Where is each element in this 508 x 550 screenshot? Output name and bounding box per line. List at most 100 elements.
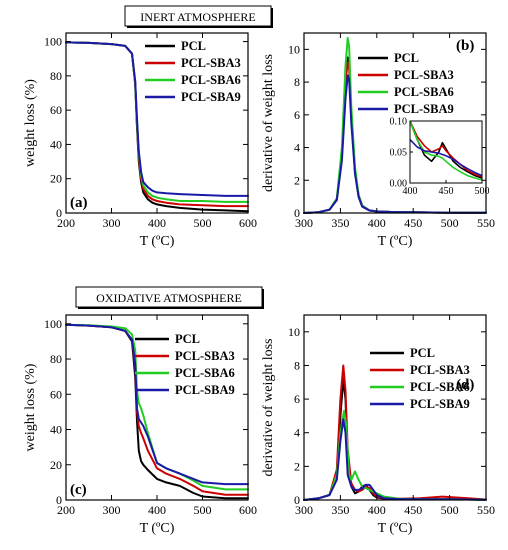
- y-axis-label: derivative of weight loss: [261, 338, 276, 476]
- inset-series-pcl-sba3: [410, 121, 482, 178]
- legend-label: PCL-SBA3: [181, 56, 241, 70]
- y-tick-label: 60: [50, 103, 62, 117]
- x-tick-label: 300: [103, 503, 121, 517]
- y-tick-label: 10: [288, 325, 300, 339]
- x-tick-label: 500: [194, 503, 212, 517]
- x-axis-label: T (ºC): [378, 521, 413, 536]
- chart-panel-b: 300 350 400 450 500 550 0 2 4 6 8 10 T (ºC) derivativ…: [261, 32, 495, 249]
- panel-label: (d): [456, 377, 474, 393]
- x-tick-label: 200: [57, 216, 75, 230]
- y-tick-label: 10: [288, 42, 300, 56]
- box-title: OXIDATIVE ATMOSPHERE: [96, 291, 242, 305]
- y-tick-label: 2: [294, 459, 300, 473]
- x-tick-label: 300: [295, 216, 313, 230]
- inset-x-tick-label: 400: [403, 186, 418, 197]
- box-title: INERT ATMOSPHERE: [140, 10, 255, 24]
- inset-series-group: [410, 121, 482, 181]
- title-box: [75, 286, 263, 308]
- legend-label: PCL: [181, 39, 206, 53]
- inset-x-tick-label: 450: [439, 186, 454, 197]
- panel-d-series-pcl-sba9: [303, 418, 487, 501]
- legend-label: PCL-SBA6: [410, 380, 470, 394]
- panel-label: (c): [70, 482, 87, 498]
- x-tick-label: 350: [331, 503, 349, 517]
- legend-label: PCL-SBA9: [175, 383, 235, 397]
- legend-label: PCL-SBA6: [394, 85, 454, 99]
- y-tick-label: 80: [50, 352, 62, 366]
- x-tick-label: 400: [148, 216, 166, 230]
- x-tick-label: 300: [295, 503, 313, 517]
- x-axis-label: T (ºC): [140, 521, 175, 536]
- x-tick-label: 200: [57, 503, 75, 517]
- y-tick-label: 6: [294, 108, 300, 122]
- legend-label: PCL-SBA9: [181, 90, 241, 104]
- y-tick-label: 4: [294, 426, 300, 440]
- y-tick-label: 40: [50, 137, 62, 151]
- x-tick-label: 400: [368, 216, 386, 230]
- y-tick-label: 0: [56, 206, 62, 220]
- x-tick-label: 500: [441, 216, 459, 230]
- plot-frame: [303, 314, 487, 501]
- y-tick-label: 0: [294, 206, 300, 220]
- y-tick-label: 2: [294, 173, 300, 187]
- x-tick-label: 500: [441, 503, 459, 517]
- y-tick-label: 6: [294, 392, 300, 406]
- y-tick-label: 8: [294, 358, 300, 372]
- panel-label: (a): [70, 195, 88, 211]
- legend-label: PCL-SBA9: [410, 397, 470, 411]
- x-tick-label: 500: [194, 216, 212, 230]
- panel-b-series-pcl-sba9: [303, 74, 487, 214]
- y-tick-label: 40: [50, 423, 62, 437]
- inset-y-tick-label: 0.00: [390, 179, 408, 190]
- y-tick-label: 4: [294, 141, 300, 155]
- y-axis-label: weight loss (%): [23, 363, 38, 451]
- x-tick-label: 300: [103, 216, 121, 230]
- inset-y-tick-label: 0.10: [390, 117, 408, 128]
- y-axis-label: derivative of weight loss: [261, 54, 276, 192]
- panel-c-series-pcl-sba6: [65, 323, 249, 491]
- inset-series-pcl: [410, 121, 482, 179]
- legend-label: PCL-SBA9: [394, 102, 454, 116]
- x-tick-label: 350: [331, 216, 349, 230]
- x-tick-label: 550: [477, 216, 495, 230]
- legend-label: PCL: [394, 51, 419, 65]
- x-tick-label: 450: [404, 503, 422, 517]
- panel-a-series-pcl-sba9: [65, 41, 249, 197]
- legend-label: PCL-SBA6: [175, 366, 235, 380]
- y-tick-label: 0: [56, 493, 62, 507]
- x-tick-label: 400: [148, 503, 166, 517]
- legend-label: PCL-SBA3: [394, 68, 454, 82]
- chart-panel-c: 200 300 400 500 600 0 20 40 60 80 100 T (ºC) weight …: [23, 286, 264, 536]
- inset-series-pcl-sba9: [410, 138, 482, 177]
- legend-label: PCL-SBA3: [410, 363, 470, 377]
- panel-label: (b): [456, 38, 474, 54]
- x-tick-label: 550: [477, 503, 495, 517]
- legend-label: PCL-SBA6: [181, 73, 241, 87]
- y-tick-label: 100: [44, 35, 62, 49]
- y-tick-label: 100: [44, 317, 62, 331]
- y-axis-label: weight loss (%): [23, 79, 38, 167]
- x-tick-label: 600: [239, 503, 257, 517]
- legend-label: PCL: [410, 346, 435, 360]
- x-tick-label: 450: [404, 216, 422, 230]
- y-tick-label: 20: [50, 458, 62, 472]
- plot-frame: [303, 32, 487, 214]
- y-tick-label: 80: [50, 69, 62, 83]
- x-tick-label: 600: [239, 216, 257, 230]
- panel-c-series-pcl-sba9: [65, 323, 249, 486]
- chart-panel-d: 300 350 400 450 500 550 0 2 4 6 8 10 T (ºC) derivativ…: [261, 314, 495, 536]
- plot-frame: [65, 314, 249, 501]
- y-tick-label: 8: [294, 75, 300, 89]
- y-tick-label: 20: [50, 172, 62, 186]
- x-axis-label: T (ºC): [378, 234, 413, 249]
- y-tick-label: 60: [50, 387, 62, 401]
- title-box: [124, 5, 272, 27]
- y-tick-label: 0: [294, 493, 300, 507]
- legend-label: PCL-SBA3: [175, 349, 235, 363]
- legend-label: PCL: [175, 332, 200, 346]
- inset-x-tick-label: 500: [475, 186, 490, 197]
- inset-y-tick-label: 0.05: [390, 148, 408, 159]
- x-tick-label: 400: [368, 503, 386, 517]
- inset-chart: 400 450 500 0.00 0.05 0.10: [390, 117, 490, 198]
